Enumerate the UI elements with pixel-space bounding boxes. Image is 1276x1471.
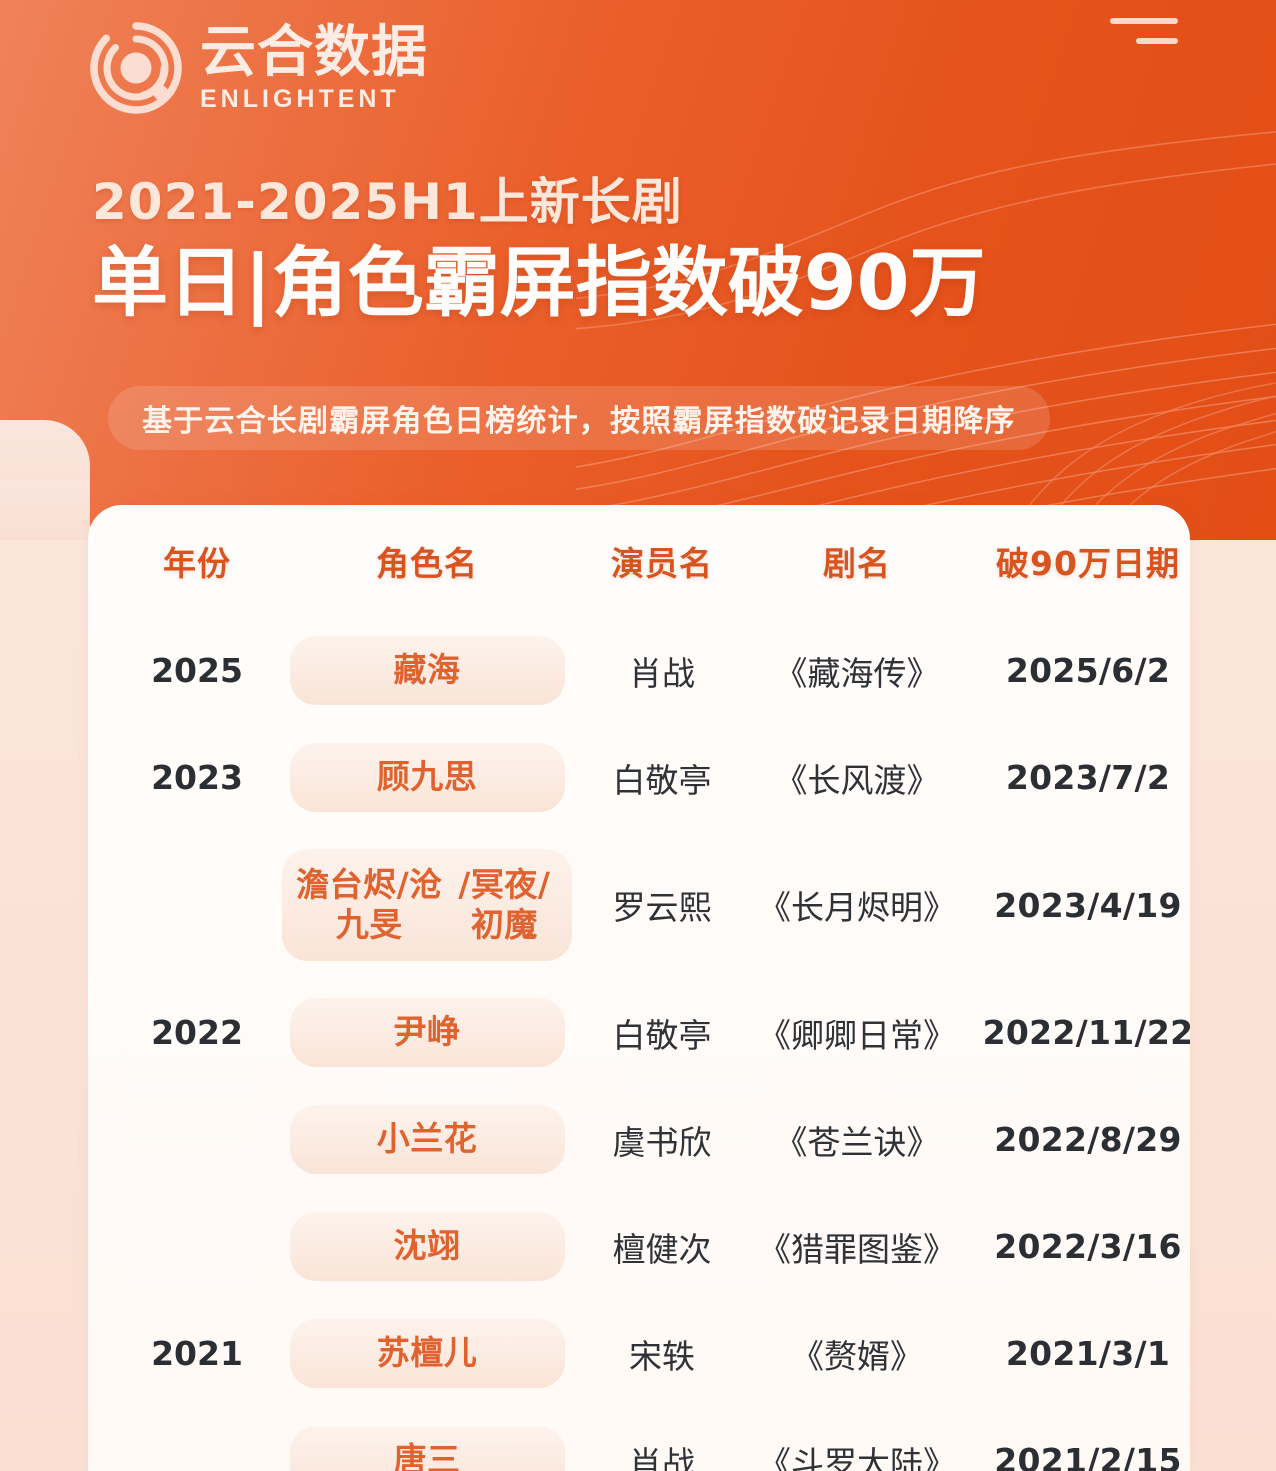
cell-date: 2023/4/19 [994,885,1182,925]
cell-actor: 白敬亭 [612,760,712,800]
role-name-pill: 沈翊 [289,1212,565,1281]
role-name-pill: 小兰花 [289,1105,565,1174]
brand-name-en: ENLIGHTENT [200,84,400,113]
headline-block: 2021-2025H1上新长剧 单日|角色霸屏指数破90万 [92,176,1152,323]
cell-year: 2022 [151,1013,243,1052]
header-bottom-left-fill [0,480,90,540]
hamburger-menu-icon-line-2 [1136,38,1178,44]
cell-drama: 《猎罪图鉴》 [758,1229,956,1269]
cell-actor: 檀健次 [612,1229,712,1269]
role-name-line: 小兰花 [376,1119,478,1159]
cell-role: 苏檀儿 [282,1319,572,1388]
cell-role: 顾九思 [282,743,572,812]
headline-kicker: 2021-2025H1上新长剧 [92,173,683,231]
role-name-pill: 澹台烬/沧九旻/冥夜/初魔 [282,849,572,961]
enlightent-ring-logo-icon [90,22,182,114]
role-name-pill: 唐三 [289,1426,565,1471]
cell-year: 2021 [151,1334,243,1373]
subtitle-pill: 基于云合长剧霸屏角色日榜统计，按照霸屏指数破记录日期降序 [108,386,1050,450]
table-body: 2025 藏海 肖战 《藏海传》 2025/6/2 2023 顾九思 白敬亭 《长风渡》 2023… [88,617,1190,1471]
table-row: 澹台烬/沧九旻/冥夜/初魔 罗云熙 《长月烬明》 2023/4/19 [88,831,1190,979]
cell-year: 2023 [151,758,243,797]
header-panel: 云合数据 ENLIGHTENT 2021-2025H1上新长剧 单日|角色霸屏指… [0,0,1276,540]
role-name-line: 唐三 [393,1440,461,1471]
headline-title: 单日|角色霸屏指数破90万 [92,237,986,327]
cell-drama: 《赘婿》 [791,1336,923,1376]
role-name-line: 顾九思 [376,757,478,797]
column-header-drama: 剧名 [823,544,891,583]
hamburger-menu-button[interactable] [1108,10,1178,52]
brand-name-cn: 云合数据 [200,19,428,85]
cell-drama: 《卿卿日常》 [758,1015,956,1055]
subtitle-text: 基于云合长剧霸屏角色日榜统计，按照霸屏指数破记录日期降序 [142,404,1016,439]
table-row: 2023 顾九思 白敬亭 《长风渡》 2023/7/2 [88,724,1190,831]
cell-date: 2025/6/2 [1005,651,1171,690]
role-name-line: 苏檀儿 [376,1333,478,1373]
cell-role: 藏海 [282,636,572,705]
cell-actor: 肖战 [629,1443,695,1471]
cell-actor: 白敬亭 [612,1015,712,1055]
brand-text: 云合数据 ENLIGHTENT [200,19,428,113]
column-header-role: 角色名 [376,544,478,583]
role-name-line: 藏海 [393,650,461,690]
cell-role: 唐三 [282,1426,572,1471]
column-header-year: 年份 [163,544,231,583]
cell-date: 2021/2/15 [994,1441,1182,1471]
column-header-actor: 演员名 [611,544,713,583]
table-header-row: 年份 角色名 演员名 剧名 破90万日期 [88,505,1190,617]
cell-drama: 《苍兰诀》 [774,1122,940,1162]
cell-role: 尹峥 [282,998,572,1067]
role-name-pill: 尹峥 [289,998,565,1067]
cell-date: 2021/3/1 [1005,1334,1171,1373]
cell-date: 2022/8/29 [994,1120,1182,1159]
ranking-table-card: 年份 角色名 演员名 剧名 破90万日期 2025 藏海 肖战 《藏海传》 2025/6… [88,505,1190,1471]
cell-date: 2023/7/2 [1005,758,1171,797]
cell-actor: 虞书欣 [612,1122,712,1162]
cell-actor: 肖战 [629,653,695,693]
cell-role: 澹台烬/沧九旻/冥夜/初魔 [282,849,572,961]
table-row: 唐三 肖战 《斗罗大陆》 2021/2/15 [88,1407,1190,1471]
role-name-line: 尹峥 [393,1012,461,1052]
brand-logo[interactable]: 云合数据 ENLIGHTENT [86,18,428,118]
table-row: 2022 尹峥 白敬亭 《卿卿日常》 2022/11/22 [88,979,1190,1086]
table-row: 2025 藏海 肖战 《藏海传》 2025/6/2 [88,617,1190,724]
role-name-line: 沈翊 [393,1226,461,1266]
role-name-pill: 顾九思 [289,743,565,812]
cell-role: 小兰花 [282,1105,572,1174]
cell-date: 2022/3/16 [994,1227,1182,1266]
role-name-line: 澹台烬/沧九旻 [296,864,443,944]
cell-date: 2022/11/22 [982,1013,1190,1052]
role-name-pill: 苏檀儿 [289,1319,565,1388]
table-row: 沈翊 檀健次 《猎罪图鉴》 2022/3/16 [88,1193,1190,1300]
cell-role: 沈翊 [282,1212,572,1281]
cell-drama: 《藏海传》 [774,653,940,693]
cell-actor: 宋轶 [629,1336,695,1376]
cell-drama: 《斗罗大陆》 [758,1443,956,1471]
column-header-date: 破90万日期 [996,544,1180,583]
cell-drama: 《长风渡》 [774,760,940,800]
role-name-pill: 藏海 [289,636,565,705]
role-name-line: /冥夜/初魔 [458,864,551,944]
hamburger-menu-icon-line-1 [1110,18,1178,24]
cell-actor: 罗云熙 [612,888,712,927]
table-row: 2021 苏檀儿 宋轶 《赘婿》 2021/3/1 [88,1300,1190,1407]
cell-drama: 《长月烬明》 [758,888,956,927]
cell-year: 2025 [151,651,243,690]
table-row: 小兰花 虞书欣 《苍兰诀》 2022/8/29 [88,1086,1190,1193]
